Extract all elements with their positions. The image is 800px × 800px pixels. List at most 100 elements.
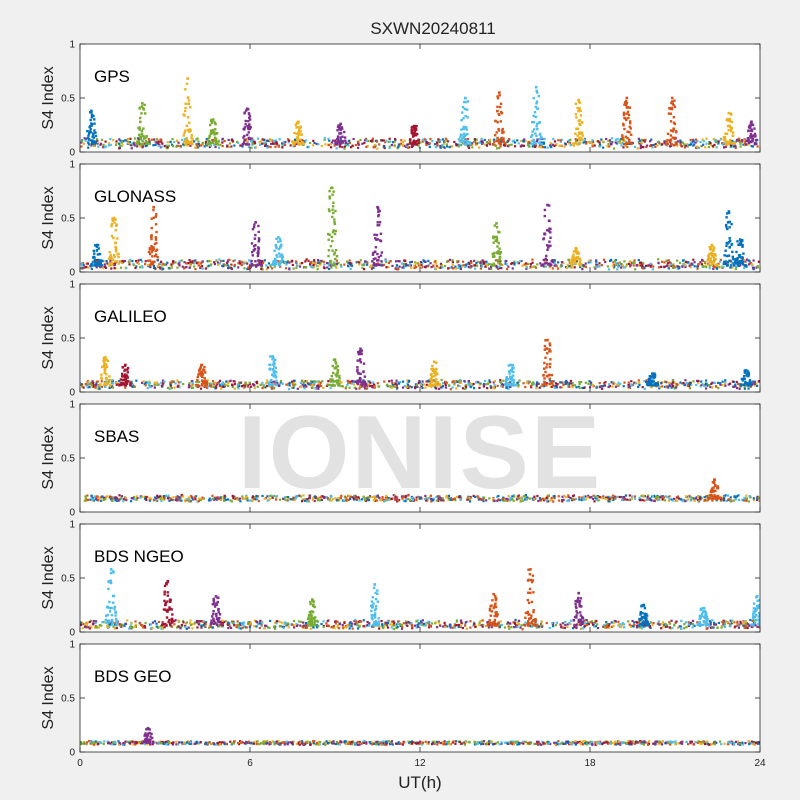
- spike-point: [110, 256, 113, 259]
- data-point: [347, 498, 350, 501]
- data-point: [210, 382, 213, 385]
- data-point: [676, 144, 679, 147]
- data-point: [217, 146, 221, 149]
- data-point: [704, 264, 707, 267]
- data-point: [541, 146, 545, 149]
- data-point: [471, 384, 474, 387]
- data-point: [333, 144, 336, 147]
- data-point: [415, 262, 418, 265]
- data-point: [446, 260, 449, 263]
- data-point: [712, 137, 715, 141]
- spike-point: [125, 382, 129, 385]
- spike-point: [252, 249, 256, 252]
- spike-point: [148, 247, 152, 250]
- data-point: [648, 497, 652, 500]
- spike-point: [372, 262, 376, 265]
- spike-point: [142, 127, 145, 130]
- spike-point: [378, 221, 382, 224]
- data-point: [704, 146, 707, 149]
- data-point: [419, 260, 422, 264]
- data-point: [233, 144, 236, 147]
- data-point: [84, 497, 88, 500]
- data-point: [624, 144, 628, 147]
- spike-point: [271, 384, 274, 387]
- spike-point: [460, 133, 463, 137]
- spike-point: [275, 262, 278, 266]
- data-point: [261, 268, 264, 271]
- spike-point: [250, 242, 254, 245]
- spike-point: [576, 143, 580, 146]
- data-point: [98, 266, 102, 269]
- data-point: [197, 140, 200, 143]
- data-point: [128, 263, 131, 266]
- data-point: [347, 144, 350, 147]
- data-point: [562, 383, 565, 386]
- data-point: [477, 498, 480, 501]
- data-point: [144, 381, 148, 384]
- data-point: [670, 139, 673, 143]
- data-point: [482, 500, 485, 503]
- spike-point: [145, 142, 148, 145]
- spike-point: [254, 260, 257, 263]
- spike-point: [499, 120, 502, 123]
- data-point: [205, 137, 208, 141]
- data-point: [191, 260, 194, 263]
- data-point: [130, 144, 133, 147]
- spike-point: [211, 141, 215, 145]
- data-point: [371, 139, 374, 142]
- data-point: [697, 263, 700, 266]
- data-point: [118, 147, 121, 150]
- data-point: [729, 266, 732, 269]
- spike-point: [753, 143, 756, 146]
- data-point: [568, 381, 571, 385]
- spike-point: [183, 114, 186, 117]
- data-point: [604, 381, 607, 384]
- data-point: [584, 498, 588, 501]
- data-point: [634, 382, 637, 385]
- data-point: [469, 385, 472, 389]
- data-point: [506, 498, 509, 501]
- spike-point: [356, 382, 360, 385]
- spike-point: [190, 134, 193, 137]
- spike-point: [244, 109, 248, 112]
- data-point: [136, 145, 139, 148]
- spike-point: [111, 258, 114, 262]
- spike-point: [273, 365, 276, 368]
- data-point: [343, 263, 346, 266]
- spike-point: [648, 374, 652, 378]
- data-point: [451, 267, 455, 270]
- data-point: [701, 264, 704, 268]
- spike-point: [213, 133, 216, 136]
- data-point: [558, 499, 561, 502]
- spike-point: [622, 143, 626, 146]
- spike-point: [493, 264, 496, 267]
- data-point: [134, 259, 138, 263]
- data-point: [217, 263, 220, 267]
- data-point: [551, 143, 554, 146]
- spike-point: [203, 365, 206, 369]
- data-point: [303, 387, 306, 390]
- data-point: [81, 262, 85, 265]
- data-point: [722, 498, 726, 501]
- spike-point: [500, 110, 503, 114]
- data-point: [387, 265, 390, 269]
- data-point: [178, 386, 181, 389]
- spike-point: [506, 378, 510, 381]
- data-point: [216, 381, 219, 385]
- spike-point: [534, 115, 537, 119]
- data-point: [663, 265, 666, 268]
- data-point: [482, 385, 486, 388]
- data-point: [398, 498, 401, 502]
- spike-point: [728, 124, 731, 127]
- spike-point: [374, 257, 377, 260]
- data-point: [488, 140, 492, 144]
- spike-point: [574, 249, 578, 252]
- spike-point: [411, 125, 414, 128]
- spike-point: [496, 245, 499, 248]
- spike-point: [149, 235, 153, 238]
- data-point: [439, 262, 443, 265]
- spike-point: [253, 248, 257, 251]
- spike-point: [196, 375, 200, 379]
- data-point: [719, 138, 722, 141]
- data-point: [494, 259, 497, 262]
